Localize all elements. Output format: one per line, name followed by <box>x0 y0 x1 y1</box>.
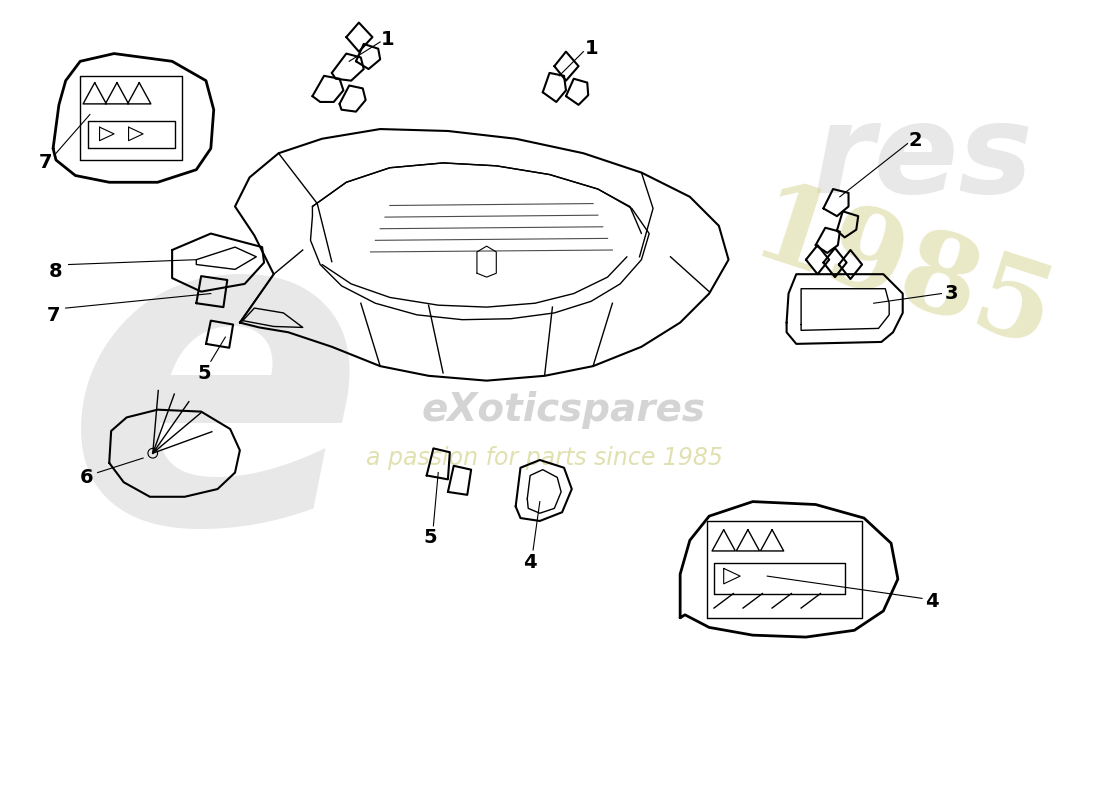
Text: 1: 1 <box>381 30 395 49</box>
Text: 2: 2 <box>909 131 922 150</box>
Text: 6: 6 <box>80 468 94 487</box>
Text: 5: 5 <box>424 528 438 547</box>
Text: 4: 4 <box>925 592 938 610</box>
Text: e: e <box>65 185 366 615</box>
Text: 3: 3 <box>945 284 958 303</box>
Text: 4: 4 <box>524 553 537 572</box>
Text: 1: 1 <box>584 39 598 58</box>
Text: 7: 7 <box>39 154 52 173</box>
Text: 8: 8 <box>50 262 63 281</box>
Text: eXoticspares: eXoticspares <box>422 390 706 429</box>
Text: res: res <box>812 98 1033 218</box>
Text: 7: 7 <box>46 306 59 326</box>
Text: 1985: 1985 <box>739 175 1066 373</box>
Text: a passion for parts since 1985: a passion for parts since 1985 <box>366 446 723 470</box>
Text: 5: 5 <box>197 364 211 383</box>
